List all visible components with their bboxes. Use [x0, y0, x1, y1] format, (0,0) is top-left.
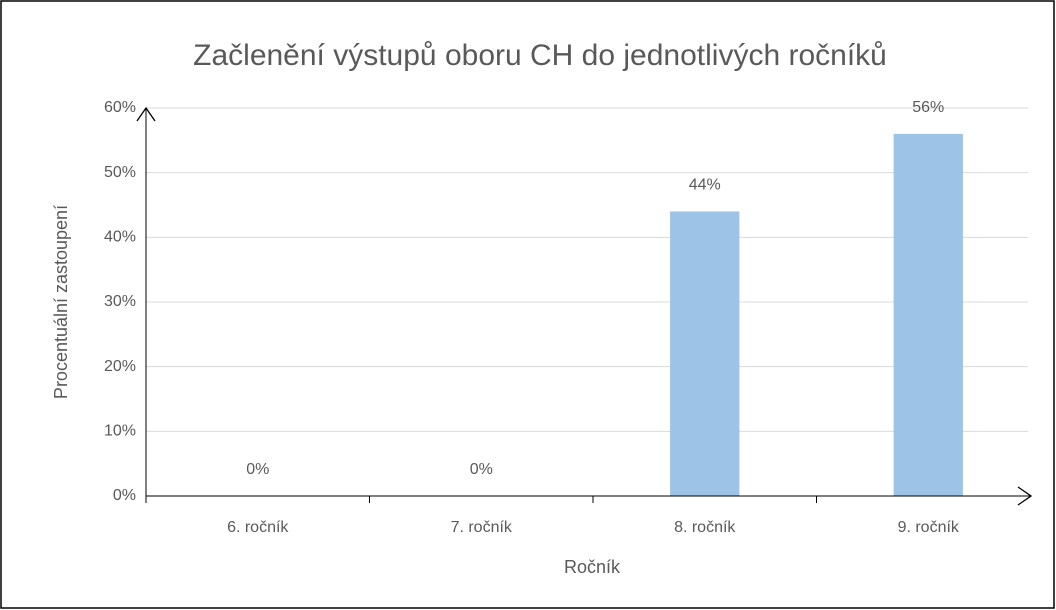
x-tick-label: 7. ročník [451, 519, 513, 536]
data-label: 44% [689, 177, 721, 194]
x-axis-label: Ročník [564, 557, 621, 577]
data-label: 0% [246, 461, 269, 478]
y-axis-label: Procentuální zastoupení [51, 205, 71, 399]
y-axis-arrow [136, 106, 156, 122]
data-label: 56% [912, 99, 944, 116]
y-tick-label: 10% [104, 423, 136, 440]
y-tick-label: 40% [104, 229, 136, 246]
bar [893, 133, 963, 496]
y-tick-label: 20% [104, 358, 136, 375]
y-tick-label: 50% [104, 164, 136, 181]
y-tick-label: 60% [104, 99, 136, 116]
chart-title: Začlenění výstupů oboru CH do jednotlivý… [193, 39, 887, 72]
x-tick-label: 9. ročník [898, 519, 960, 536]
x-tick-label: 8. ročník [674, 519, 736, 536]
data-label: 0% [470, 461, 493, 478]
bar [670, 211, 740, 496]
x-tick-label: 6. ročník [227, 519, 289, 536]
x-axis-arrow [1017, 486, 1033, 506]
y-tick-label: 0% [113, 487, 136, 504]
y-tick-label: 30% [104, 293, 136, 310]
